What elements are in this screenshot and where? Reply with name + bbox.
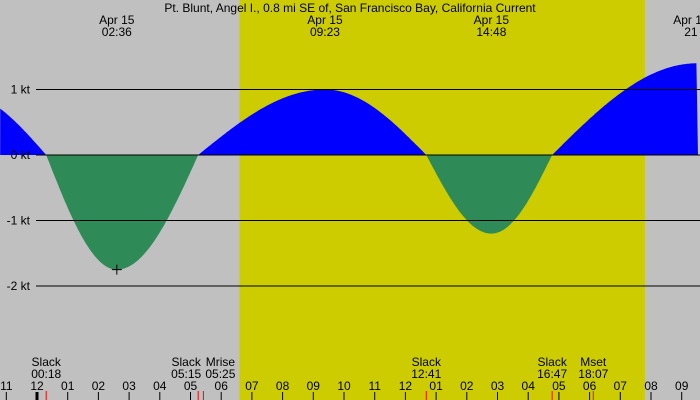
- ebb-area: [426, 155, 553, 234]
- event-name-label: Slack: [537, 355, 567, 369]
- x-tick-label: 11: [368, 379, 381, 393]
- event-name-label: Slack: [172, 355, 202, 369]
- flood-area: [0, 108, 47, 155]
- x-tick-label: 05: [552, 379, 566, 393]
- ebb-area: [46, 155, 199, 270]
- x-tick-label: 08: [644, 379, 658, 393]
- x-tick-label: 06: [583, 379, 597, 393]
- extreme-date-label: Apr 15: [307, 13, 343, 27]
- event-time-label: 18:07: [578, 367, 608, 381]
- x-tick-label: 02: [92, 379, 106, 393]
- x-tick-label: 07: [245, 379, 259, 393]
- event-time-label: 00:18: [31, 367, 61, 381]
- y-tick-label: 0 kt: [11, 148, 31, 162]
- x-tick-label: 04: [153, 379, 167, 393]
- x-tick-label: 02: [460, 379, 474, 393]
- chart-title: Pt. Blunt, Angel I., 0.8 mi SE of, San F…: [164, 1, 536, 15]
- x-tick-label: 05: [184, 379, 198, 393]
- event-name-label: Mset: [580, 355, 607, 369]
- x-tick-label: 04: [522, 379, 536, 393]
- x-tick-label: 09: [307, 379, 321, 393]
- y-tick-label: 1 kt: [11, 83, 31, 97]
- flood-area: [552, 63, 700, 155]
- event-time-label: 05:15: [171, 367, 201, 381]
- x-tick-label: 10: [337, 379, 351, 393]
- x-tick-label: 03: [122, 379, 136, 393]
- y-tick-label: -2 kt: [7, 279, 31, 293]
- extreme-time-label: 09:23: [310, 25, 340, 39]
- x-tick-label: 12: [30, 379, 44, 393]
- extreme-date-label: Apr 15: [673, 13, 700, 27]
- event-time-label: 12:41: [411, 367, 441, 381]
- x-tick-label: 07: [614, 379, 628, 393]
- event-name-label: Mrise: [206, 355, 236, 369]
- x-tick-label: 11: [0, 379, 13, 393]
- event-time-label: 05:25: [205, 367, 235, 381]
- x-tick-label: 03: [491, 379, 505, 393]
- x-tick-label: 08: [276, 379, 290, 393]
- extreme-date-label: Apr 15: [474, 13, 510, 27]
- event-name-label: Slack: [412, 355, 442, 369]
- extreme-time-label: 14:48: [476, 25, 506, 39]
- x-tick-label: 01: [61, 379, 75, 393]
- extreme-date-label: Apr 15: [99, 13, 135, 27]
- extreme-marker: [111, 264, 122, 275]
- x-tick-label: 12: [399, 379, 413, 393]
- x-tick-label: 01: [429, 379, 443, 393]
- x-tick-label: 09: [675, 379, 689, 393]
- daylight-band: [239, 0, 645, 400]
- flood-area: [198, 89, 427, 155]
- event-time-label: 16:47: [537, 367, 567, 381]
- extreme-time-label: 21: [684, 25, 698, 39]
- extreme-time-label: 02:36: [102, 25, 132, 39]
- x-tick-label: 06: [215, 379, 229, 393]
- event-name-label: Slack: [32, 355, 62, 369]
- y-tick-label: -1 kt: [7, 214, 31, 228]
